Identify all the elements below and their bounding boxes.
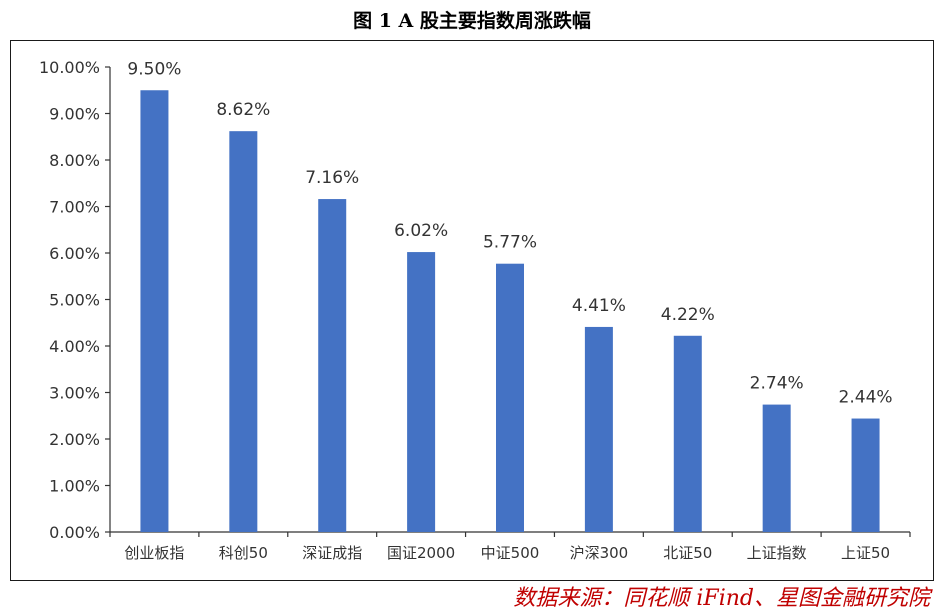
- bar: [762, 404, 791, 532]
- source-note: 数据来源：同花顺 iFind、星图金融研究院: [513, 586, 930, 611]
- bar-data-label: 6.02%: [394, 221, 448, 241]
- y-tick-label: 6.00%: [49, 244, 100, 263]
- x-ticks: 创业板指 科创50 深证成指 国证2000 中证500 沪深300 北证50 上证指数 上证50: [109, 532, 911, 562]
- bar-data-label: 5.77%: [483, 233, 537, 253]
- x-category-label: 创业板指: [124, 544, 184, 562]
- x-category-label: 国证2000: [387, 544, 455, 562]
- bar-data-label: 2.74%: [750, 374, 804, 394]
- y-tick-label: 10.00%: [39, 58, 100, 77]
- y-tick-label: 5.00%: [49, 291, 100, 310]
- bars: [140, 90, 880, 533]
- y-tick-label: 0.00%: [49, 523, 100, 542]
- bar: [496, 263, 524, 532]
- bar-data-label: 4.22%: [661, 305, 715, 325]
- x-category-label: 科创50: [219, 544, 268, 562]
- x-category-label: 沪深300: [570, 544, 629, 562]
- bar: [673, 335, 702, 532]
- bar-data-label: 4.41%: [572, 296, 626, 316]
- y-tick-label: 1.00%: [49, 477, 100, 496]
- y-tick-label: 7.00%: [49, 198, 100, 217]
- y-tick-label: 2.00%: [49, 430, 100, 449]
- data-labels: 9.50% 8.62% 7.16% 6.02% 5.77% 4.41% 4.22% 2.74%…: [127, 59, 892, 407]
- y-tick-label: 4.00%: [49, 337, 100, 356]
- bar-data-label: 7.16%: [305, 168, 359, 188]
- x-category-label: 深证成指: [302, 544, 362, 562]
- x-category-label: 北证50: [663, 544, 712, 562]
- y-tick-label: 3.00%: [49, 384, 100, 403]
- bar: [318, 199, 347, 532]
- x-category-label: 中证500: [481, 544, 540, 562]
- y-tick-label: 8.00%: [49, 151, 100, 170]
- bar-data-label: 8.62%: [216, 100, 270, 120]
- bar: [584, 326, 613, 532]
- bar: [851, 418, 880, 532]
- bar: [229, 131, 258, 533]
- y-ticks: 0.00% 1.00% 2.00% 3.00% 4.00% 5.00% 6.00% 7.00%…: [39, 58, 110, 542]
- y-tick-label: 9.00%: [49, 105, 100, 124]
- x-category-label: 上证指数: [747, 544, 807, 562]
- bar: [407, 252, 436, 532]
- chart-title: 图 1 A 股主要指数周涨跌幅: [353, 10, 591, 32]
- bar-data-label: 2.44%: [839, 388, 893, 408]
- bar-data-label: 9.50%: [127, 59, 181, 79]
- x-category-label: 上证50: [841, 544, 890, 562]
- bar: [140, 90, 169, 532]
